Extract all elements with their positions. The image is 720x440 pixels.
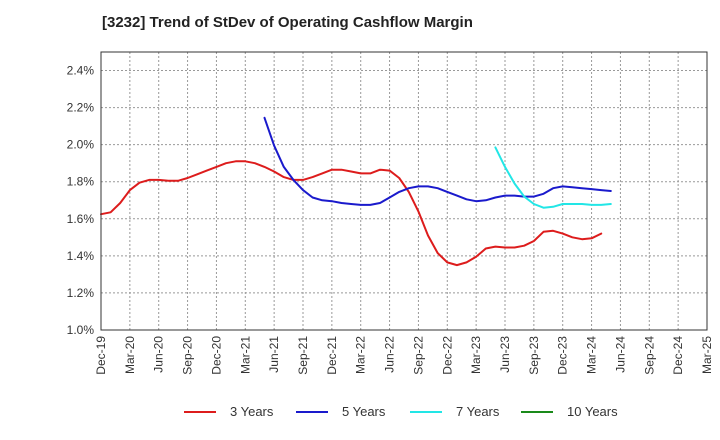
legend: 3 Years 5 Years 7 Years 10 Years bbox=[0, 404, 720, 426]
x-tick-label: Jun-24 bbox=[613, 336, 627, 373]
legend-item-5-years: 5 Years bbox=[296, 404, 385, 419]
y-tick-label: 2.4% bbox=[67, 64, 95, 78]
x-tick-label: Jun-21 bbox=[267, 336, 281, 373]
legend-swatch bbox=[521, 410, 553, 413]
y-tick-label: 1.6% bbox=[67, 212, 95, 226]
legend-swatch bbox=[410, 410, 442, 413]
y-tick-label: 1.2% bbox=[67, 286, 95, 300]
x-tick-label: Mar-25 bbox=[700, 336, 714, 374]
x-tick-label: Sep-24 bbox=[642, 336, 656, 375]
legend-item-10-years: 10 Years bbox=[521, 404, 618, 419]
x-tick-label: Mar-24 bbox=[585, 336, 599, 374]
x-tick-label: Dec-21 bbox=[325, 336, 339, 375]
x-tick-label: Mar-22 bbox=[354, 336, 368, 374]
legend-label: 5 Years bbox=[342, 404, 386, 419]
legend-swatch bbox=[184, 410, 216, 413]
legend-label: 7 Years bbox=[456, 404, 500, 419]
x-tick-label: Jun-23 bbox=[498, 336, 512, 373]
x-tick-label: Dec-22 bbox=[440, 336, 454, 375]
y-tick-label: 2.0% bbox=[67, 138, 95, 152]
legend-label: 10 Years bbox=[567, 404, 618, 419]
series-line-3-years bbox=[100, 160, 603, 267]
legend-item-3-years: 3 Years bbox=[184, 404, 273, 419]
x-tick-label: Jun-20 bbox=[152, 336, 166, 373]
x-tick-label: Dec-19 bbox=[94, 336, 108, 375]
legend-swatch bbox=[296, 410, 328, 413]
x-tick-label: Sep-22 bbox=[411, 336, 425, 375]
y-tick-label: 2.2% bbox=[67, 101, 95, 115]
x-tick-label: Dec-20 bbox=[209, 336, 223, 375]
x-tick-label: Mar-20 bbox=[123, 336, 137, 374]
y-tick-label: 1.8% bbox=[67, 175, 95, 189]
x-tick-label: Dec-23 bbox=[556, 336, 570, 375]
chart-title: [3232] Trend of StDev of Operating Cashf… bbox=[102, 14, 473, 31]
x-tick-label: Sep-20 bbox=[181, 336, 195, 375]
x-tick-label: Sep-21 bbox=[296, 336, 310, 375]
y-tick-label: 1.0% bbox=[67, 323, 95, 337]
x-tick-label: Jun-22 bbox=[383, 336, 397, 373]
series-line-5-years bbox=[263, 116, 612, 206]
x-tick-label: Sep-23 bbox=[527, 336, 541, 375]
legend-label: 3 Years bbox=[230, 404, 274, 419]
x-tick-label: Mar-23 bbox=[469, 336, 483, 374]
series-line-7-years bbox=[494, 146, 612, 209]
plot-border bbox=[100, 51, 708, 331]
y-tick-label: 1.4% bbox=[67, 249, 95, 263]
legend-item-7-years: 7 Years bbox=[410, 404, 499, 419]
x-tick-label: Dec-24 bbox=[671, 336, 685, 375]
x-tick-label: Mar-21 bbox=[238, 336, 252, 374]
